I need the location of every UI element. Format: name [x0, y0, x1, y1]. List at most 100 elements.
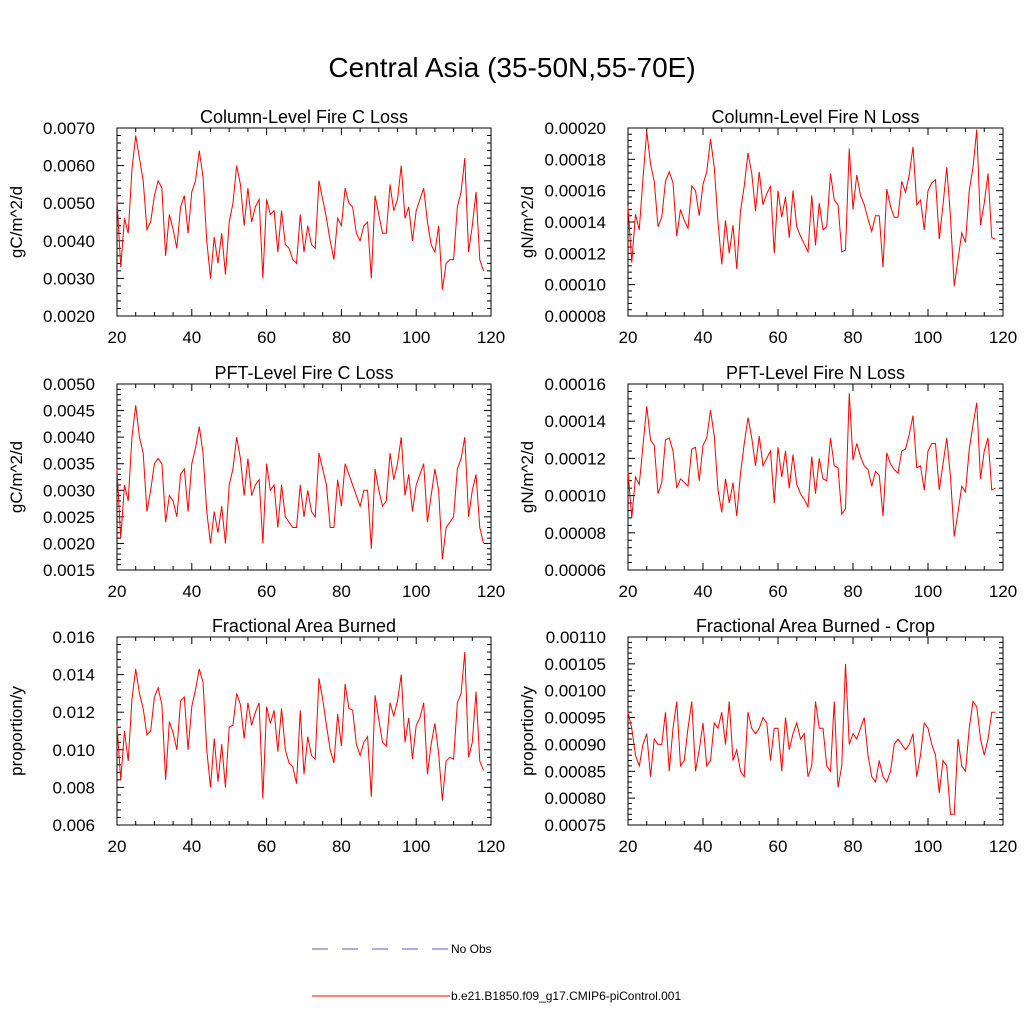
x-tick-label: 20 — [108, 582, 127, 601]
y-axis-label: gC/m^2/d — [7, 441, 26, 513]
y-tick-label: 0.00010 — [545, 276, 606, 295]
x-tick-label: 60 — [257, 582, 276, 601]
y-tick-label: 0.010 — [52, 741, 95, 760]
y-tick-label: 0.00014 — [545, 412, 606, 431]
legend-label-2: b.e21.B1850.f09_g17.CMIP6-piControl.001 — [451, 989, 681, 1003]
series-line — [116, 651, 484, 801]
x-tick-label: 40 — [182, 837, 201, 856]
y-tick-label: 0.00018 — [545, 150, 606, 169]
y-tick-label: 0.0030 — [43, 269, 95, 288]
x-tick-label: 120 — [989, 582, 1017, 601]
x-tick-label: 40 — [694, 582, 713, 601]
y-tick-label: 0.0050 — [43, 375, 95, 394]
x-tick-label: 100 — [914, 837, 942, 856]
x-tick-label: 100 — [402, 837, 430, 856]
legend-label-1: No Obs — [451, 942, 492, 956]
y-axis-label: gN/m^2/d — [518, 441, 537, 513]
y-tick-label: 0.00095 — [545, 709, 606, 728]
panel-1: Column-Level Fire C Loss gC/m^2/d 20 40 60 80… — [7, 107, 505, 347]
x-tick-label: 60 — [257, 837, 276, 856]
series-line — [627, 393, 996, 537]
plot-frame — [627, 127, 1004, 317]
y-tick-label: 0.00075 — [545, 816, 606, 835]
y-tick-label: 0.0020 — [43, 534, 95, 553]
x-tick-label: 120 — [477, 328, 505, 347]
x-tick-label: 80 — [844, 582, 863, 601]
panel-3: PFT-Level Fire C Loss gC/m^2/d 20 40 60 80 100… — [7, 363, 505, 601]
x-tick-label: 120 — [989, 837, 1017, 856]
x-tick-label: 20 — [108, 328, 127, 347]
series-line — [116, 135, 484, 290]
x-tick-label: 80 — [332, 582, 351, 601]
y-axis-label: gN/m^2/d — [518, 186, 537, 258]
figure-title: Central Asia (35-50N,55-70E) — [328, 52, 696, 83]
legend: No Obs b.e21.B1850.f09_g17.CMIP6-piContro… — [312, 942, 681, 1003]
y-tick-label: 0.00110 — [546, 628, 606, 647]
series-line — [116, 405, 485, 560]
panel-title: PFT-Level Fire N Loss — [726, 363, 905, 383]
x-tick-label: 60 — [769, 582, 788, 601]
panel-title: Column-Level Fire C Loss — [200, 107, 408, 127]
y-tick-label: 0.00090 — [545, 735, 606, 754]
x-tick-label: 100 — [402, 328, 430, 347]
series-line — [627, 129, 996, 287]
x-tick-label: 80 — [844, 328, 863, 347]
y-tick-label: 0.016 — [52, 628, 95, 647]
y-tick-label: 0.0040 — [43, 232, 95, 251]
x-tick-label: 60 — [769, 328, 788, 347]
x-tick-label: 40 — [694, 328, 713, 347]
y-tick-label: 0.00100 — [545, 682, 606, 701]
x-tick-label: 80 — [844, 837, 863, 856]
y-tick-label: 0.0035 — [43, 455, 95, 474]
y-tick-label: 0.00012 — [545, 449, 606, 468]
x-tick-label: 60 — [257, 328, 276, 347]
y-tick-label: 0.00008 — [545, 307, 606, 326]
y-tick-label: 0.00016 — [545, 375, 606, 394]
y-tick-label: 0.00085 — [545, 762, 606, 781]
x-tick-label: 40 — [182, 582, 201, 601]
x-tick-label: 20 — [108, 837, 127, 856]
plot-frame — [116, 636, 492, 826]
y-tick-label: 0.0045 — [43, 402, 95, 421]
y-tick-label: 0.0030 — [43, 481, 95, 500]
panel-title: PFT-Level Fire C Loss — [214, 363, 393, 383]
y-tick-label: 0.00014 — [545, 213, 606, 232]
x-tick-label: 60 — [769, 837, 788, 856]
y-tick-label: 0.012 — [52, 703, 95, 722]
x-tick-label: 80 — [332, 837, 351, 856]
y-tick-label: 0.00105 — [545, 655, 606, 674]
panel-6: Fractional Area Burned - Crop proportion/… — [518, 616, 1017, 856]
y-axis-label: gC/m^2/d — [7, 186, 26, 258]
y-axis-label: proportion/y — [518, 686, 537, 776]
panel-5: Fractional Area Burned proportion/y 20 40 60… — [7, 616, 505, 856]
panel-2: Column-Level Fire N Loss gN/m^2/d 20 40 60 80… — [518, 107, 1017, 347]
x-tick-label: 120 — [477, 582, 505, 601]
panel-title: Column-Level Fire N Loss — [711, 107, 919, 127]
y-tick-label: 0.008 — [52, 778, 95, 797]
y-tick-label: 0.0040 — [43, 428, 95, 447]
x-tick-label: 20 — [619, 837, 638, 856]
plot-frame — [627, 636, 1004, 826]
x-tick-label: 40 — [182, 328, 201, 347]
y-tick-label: 0.0050 — [43, 194, 95, 213]
y-tick-label: 0.00008 — [545, 524, 606, 543]
y-tick-label: 0.0060 — [43, 157, 95, 176]
x-tick-label: 20 — [619, 328, 638, 347]
x-tick-label: 100 — [914, 582, 942, 601]
y-tick-label: 0.00016 — [545, 182, 606, 201]
plot-frame — [627, 383, 1004, 571]
y-tick-label: 0.0025 — [43, 508, 95, 527]
y-tick-label: 0.00020 — [545, 119, 606, 138]
x-tick-label: 120 — [989, 328, 1017, 347]
panel-4: PFT-Level Fire N Loss gN/m^2/d 20 40 60 80 100… — [518, 363, 1017, 601]
y-tick-label: 0.00080 — [545, 789, 606, 808]
y-tick-label: 0.014 — [52, 666, 95, 685]
panel-title: Fractional Area Burned - Crop — [696, 616, 935, 636]
y-tick-label: 0.00010 — [545, 487, 606, 506]
x-tick-label: 40 — [694, 837, 713, 856]
y-tick-label: 0.0015 — [43, 561, 95, 580]
y-tick-label: 0.00006 — [545, 561, 606, 580]
plot-frame — [116, 383, 492, 571]
x-tick-label: 80 — [332, 328, 351, 347]
